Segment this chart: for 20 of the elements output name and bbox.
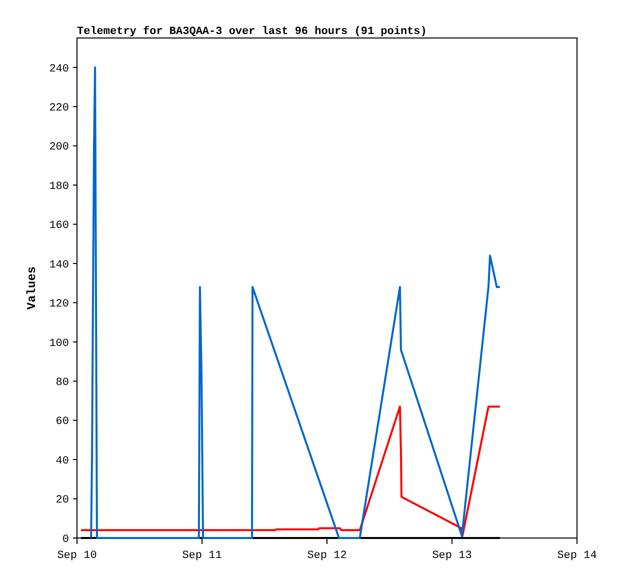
x-tick-label: Sep 11 bbox=[182, 550, 222, 562]
x-tick-label: Sep 14 bbox=[557, 550, 598, 562]
y-tick-label: 240 bbox=[49, 63, 69, 76]
y-tick-label: 40 bbox=[56, 455, 69, 468]
x-tick-label: Sep 12 bbox=[307, 550, 347, 562]
y-tick-label: 120 bbox=[49, 298, 69, 311]
y-tick-label: 180 bbox=[49, 180, 69, 193]
x-tick-label: Sep 13 bbox=[432, 550, 472, 562]
y-tick-label: 0 bbox=[62, 534, 69, 546]
y-axis-title: Values bbox=[25, 266, 39, 310]
y-tick-label: 140 bbox=[49, 259, 69, 272]
chart-title: Telemetry for BA3QAA-3 over last 96 hours (91 points) bbox=[77, 25, 427, 38]
y-tick-label: 100 bbox=[49, 338, 69, 350]
y-tick-label: 20 bbox=[56, 494, 69, 507]
y-tick-label: 80 bbox=[56, 376, 69, 389]
x-tick-label: Sep 10 bbox=[57, 550, 97, 562]
y-tick-label: 220 bbox=[49, 102, 69, 114]
y-tick-label: 160 bbox=[49, 220, 69, 232]
y-tick-label: 200 bbox=[49, 142, 69, 154]
y-tick-label: 60 bbox=[56, 416, 69, 428]
